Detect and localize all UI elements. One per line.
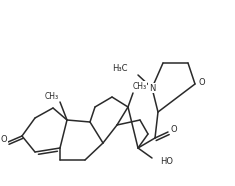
Text: N: N	[149, 84, 155, 92]
Text: O: O	[1, 135, 7, 145]
Text: H₃C: H₃C	[113, 63, 128, 73]
Text: O: O	[171, 126, 177, 134]
Text: O: O	[199, 78, 205, 86]
Text: CH₃: CH₃	[133, 81, 147, 91]
Text: CH₃: CH₃	[45, 92, 59, 100]
Text: HO: HO	[160, 158, 173, 166]
